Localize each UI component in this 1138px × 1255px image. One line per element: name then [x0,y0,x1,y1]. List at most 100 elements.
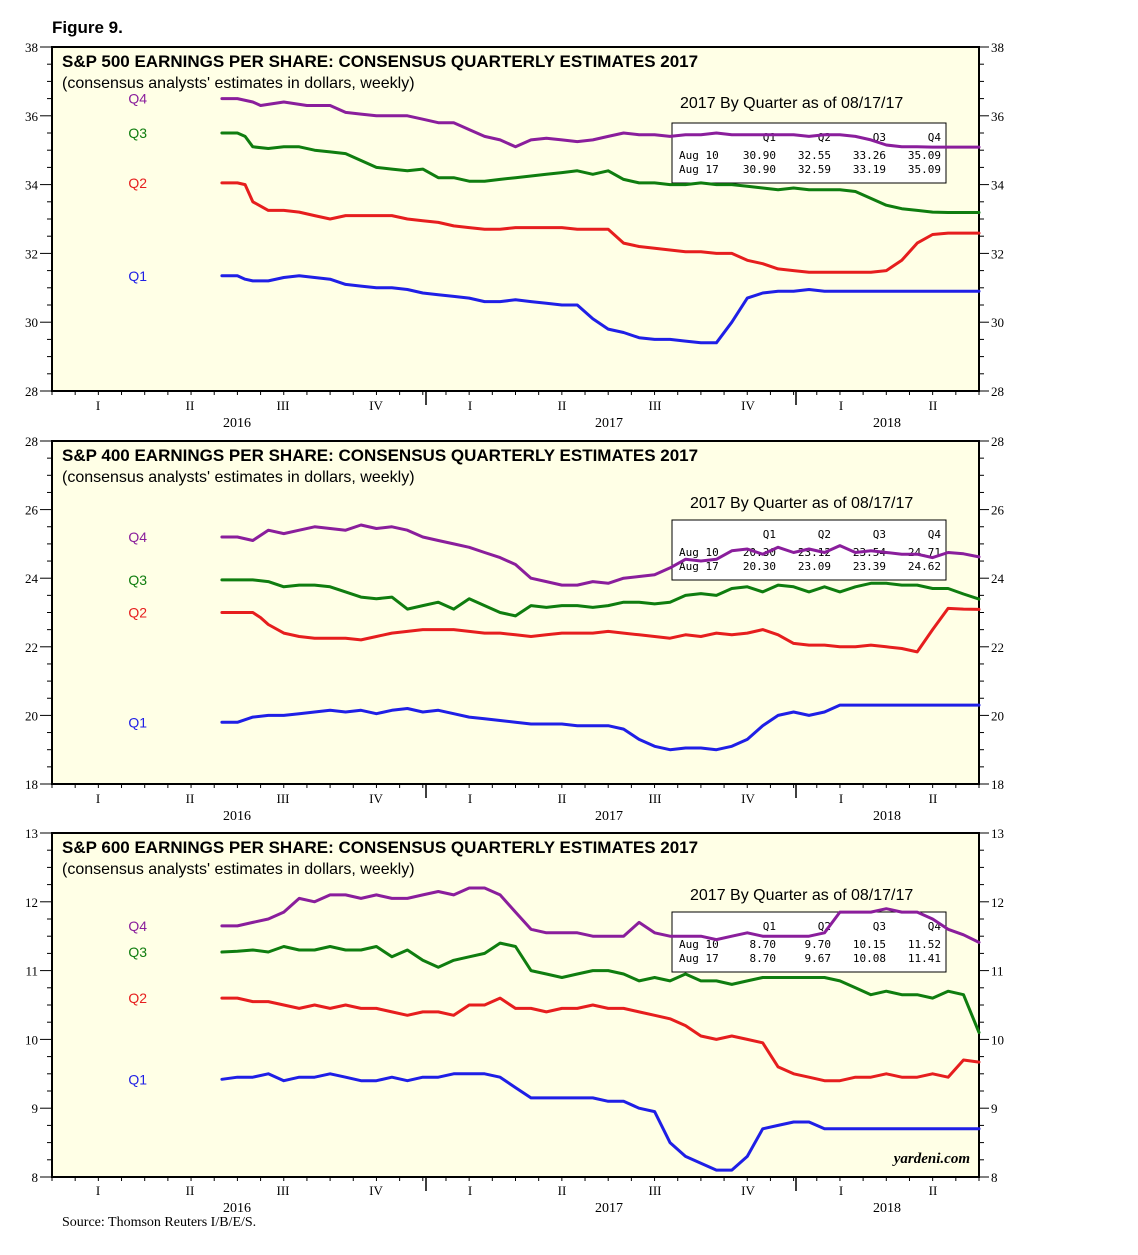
table-cell: 9.67 [805,952,832,965]
series-label-q2: Q2 [128,605,147,621]
series-line-q1 [220,274,981,345]
table-cell: 11.52 [908,938,941,951]
y-tick-label-left: 8 [32,1170,39,1185]
y-tick-label-right: 10 [991,1032,1004,1047]
x-quarter-label: II [558,791,567,806]
x-quarter-label: III [277,1183,290,1198]
x-quarter-label: I [839,791,843,806]
series-line-q3 [220,578,981,618]
y-tick-label-left: 32 [25,246,38,261]
series-line-q1 [220,1072,981,1172]
series-line-q2 [220,606,981,654]
series-line-q4 [220,886,981,944]
table-row-label: Aug 10 [679,546,719,559]
chart-title: S&P 500 EARNINGS PER SHARE: CONSENSUS QU… [62,52,698,71]
series-line-q2 [220,996,981,1083]
table-row-label: Aug 17 [679,952,719,965]
x-quarter-label: II [558,398,567,413]
y-tick-label-left: 24 [25,571,39,586]
x-year-label: 2018 [873,809,901,824]
y-tick-label-left: 28 [25,434,38,449]
y-tick-label-left: 11 [25,964,38,979]
table-cell: 10.08 [853,952,886,965]
x-quarter-label: III [277,791,290,806]
x-quarter-label: I [96,1183,100,1198]
x-quarter-label: II [186,1183,195,1198]
x-quarter-label: IV [369,398,383,413]
x-quarter-label: II [929,398,938,413]
table-cell: 32.55 [798,149,831,162]
chart-title: S&P 400 EARNINGS PER SHARE: CONSENSUS QU… [62,446,698,465]
y-tick-label-right: 9 [991,1101,998,1116]
series-label-q2: Q2 [128,175,147,191]
x-year-label: 2016 [223,416,251,431]
y-tick-label-right: 11 [991,964,1004,979]
table-cell: 9.70 [805,938,832,951]
table-cell: 23.39 [853,560,886,573]
y-tick-label-right: 22 [991,640,1004,655]
x-quarter-label: I [468,1183,472,1198]
y-tick-label-left: 20 [25,708,38,723]
y-tick-label-right: 18 [991,777,1004,792]
y-tick-label-left: 13 [25,826,38,841]
x-quarter-label: II [186,398,195,413]
x-year-label: 2017 [595,1201,623,1216]
table-cell: 35.09 [908,163,941,176]
y-tick-label-left: 36 [25,109,39,124]
x-quarter-label: I [468,791,472,806]
table-title: 2017 By Quarter as of 08/17/17 [690,887,913,904]
table-cell: 23.54 [853,546,886,559]
table-cell: 23.09 [798,560,831,573]
series-label-q4: Q4 [128,529,147,545]
x-quarter-label: IV [741,791,755,806]
x-quarter-label: III [277,398,290,413]
y-tick-label-left: 28 [25,384,38,399]
y-tick-label-left: 12 [25,895,38,910]
table-row-label: Aug 17 [679,560,719,573]
x-quarter-label: IV [369,791,383,806]
chart-subtitle: (consensus analysts' estimates in dollar… [62,75,415,92]
series-line-q4 [220,523,981,587]
table-cell: 33.26 [853,149,886,162]
series-label-q3: Q3 [128,125,147,141]
y-tick-label-right: 30 [991,315,1004,330]
plot-area [51,440,980,785]
chart-title: S&P 600 EARNINGS PER SHARE: CONSENSUS QU… [62,838,698,857]
x-quarter-label: III [649,1183,662,1198]
series-label-q4: Q4 [128,918,147,934]
chart-subtitle: (consensus analysts' estimates in dollar… [62,469,415,486]
x-year-label: 2017 [595,809,623,824]
x-quarter-label: IV [369,1183,383,1198]
series-line-q3 [220,131,981,214]
y-tick-label-left: 18 [25,777,38,792]
y-tick-label-left: 38 [25,40,38,55]
table-cell: 24.71 [908,546,941,559]
series-label-q2: Q2 [128,990,147,1006]
table-cell: 8.70 [750,952,777,965]
series-line-q2 [220,181,981,274]
x-quarter-label: II [186,791,195,806]
table-row-label: Aug 10 [679,938,719,951]
table-cell: 35.09 [908,149,941,162]
series-line-q1 [220,703,981,752]
x-year-label: 2016 [223,1201,251,1216]
x-quarter-label: II [929,791,938,806]
table-cell: 24.62 [908,560,941,573]
x-quarter-label: I [839,398,843,413]
figure-title: Figure 9. [52,18,123,37]
series-label-q1: Q1 [128,268,147,284]
table-cell: 11.41 [908,952,941,965]
y-tick-label-right: 28 [991,434,1004,449]
x-year-label: 2018 [873,416,901,431]
source-note: Source: Thomson Reuters I/B/E/S. [62,1215,257,1230]
table-row-label: Aug 10 [679,149,719,162]
table-header-cell: Q3 [873,528,886,541]
table-box [671,911,947,973]
y-tick-label-right: 24 [991,571,1005,586]
y-tick-label-left: 30 [25,315,38,330]
x-quarter-label: I [839,1183,843,1198]
x-quarter-label: IV [741,398,755,413]
table-header-cell: Q1 [763,920,776,933]
